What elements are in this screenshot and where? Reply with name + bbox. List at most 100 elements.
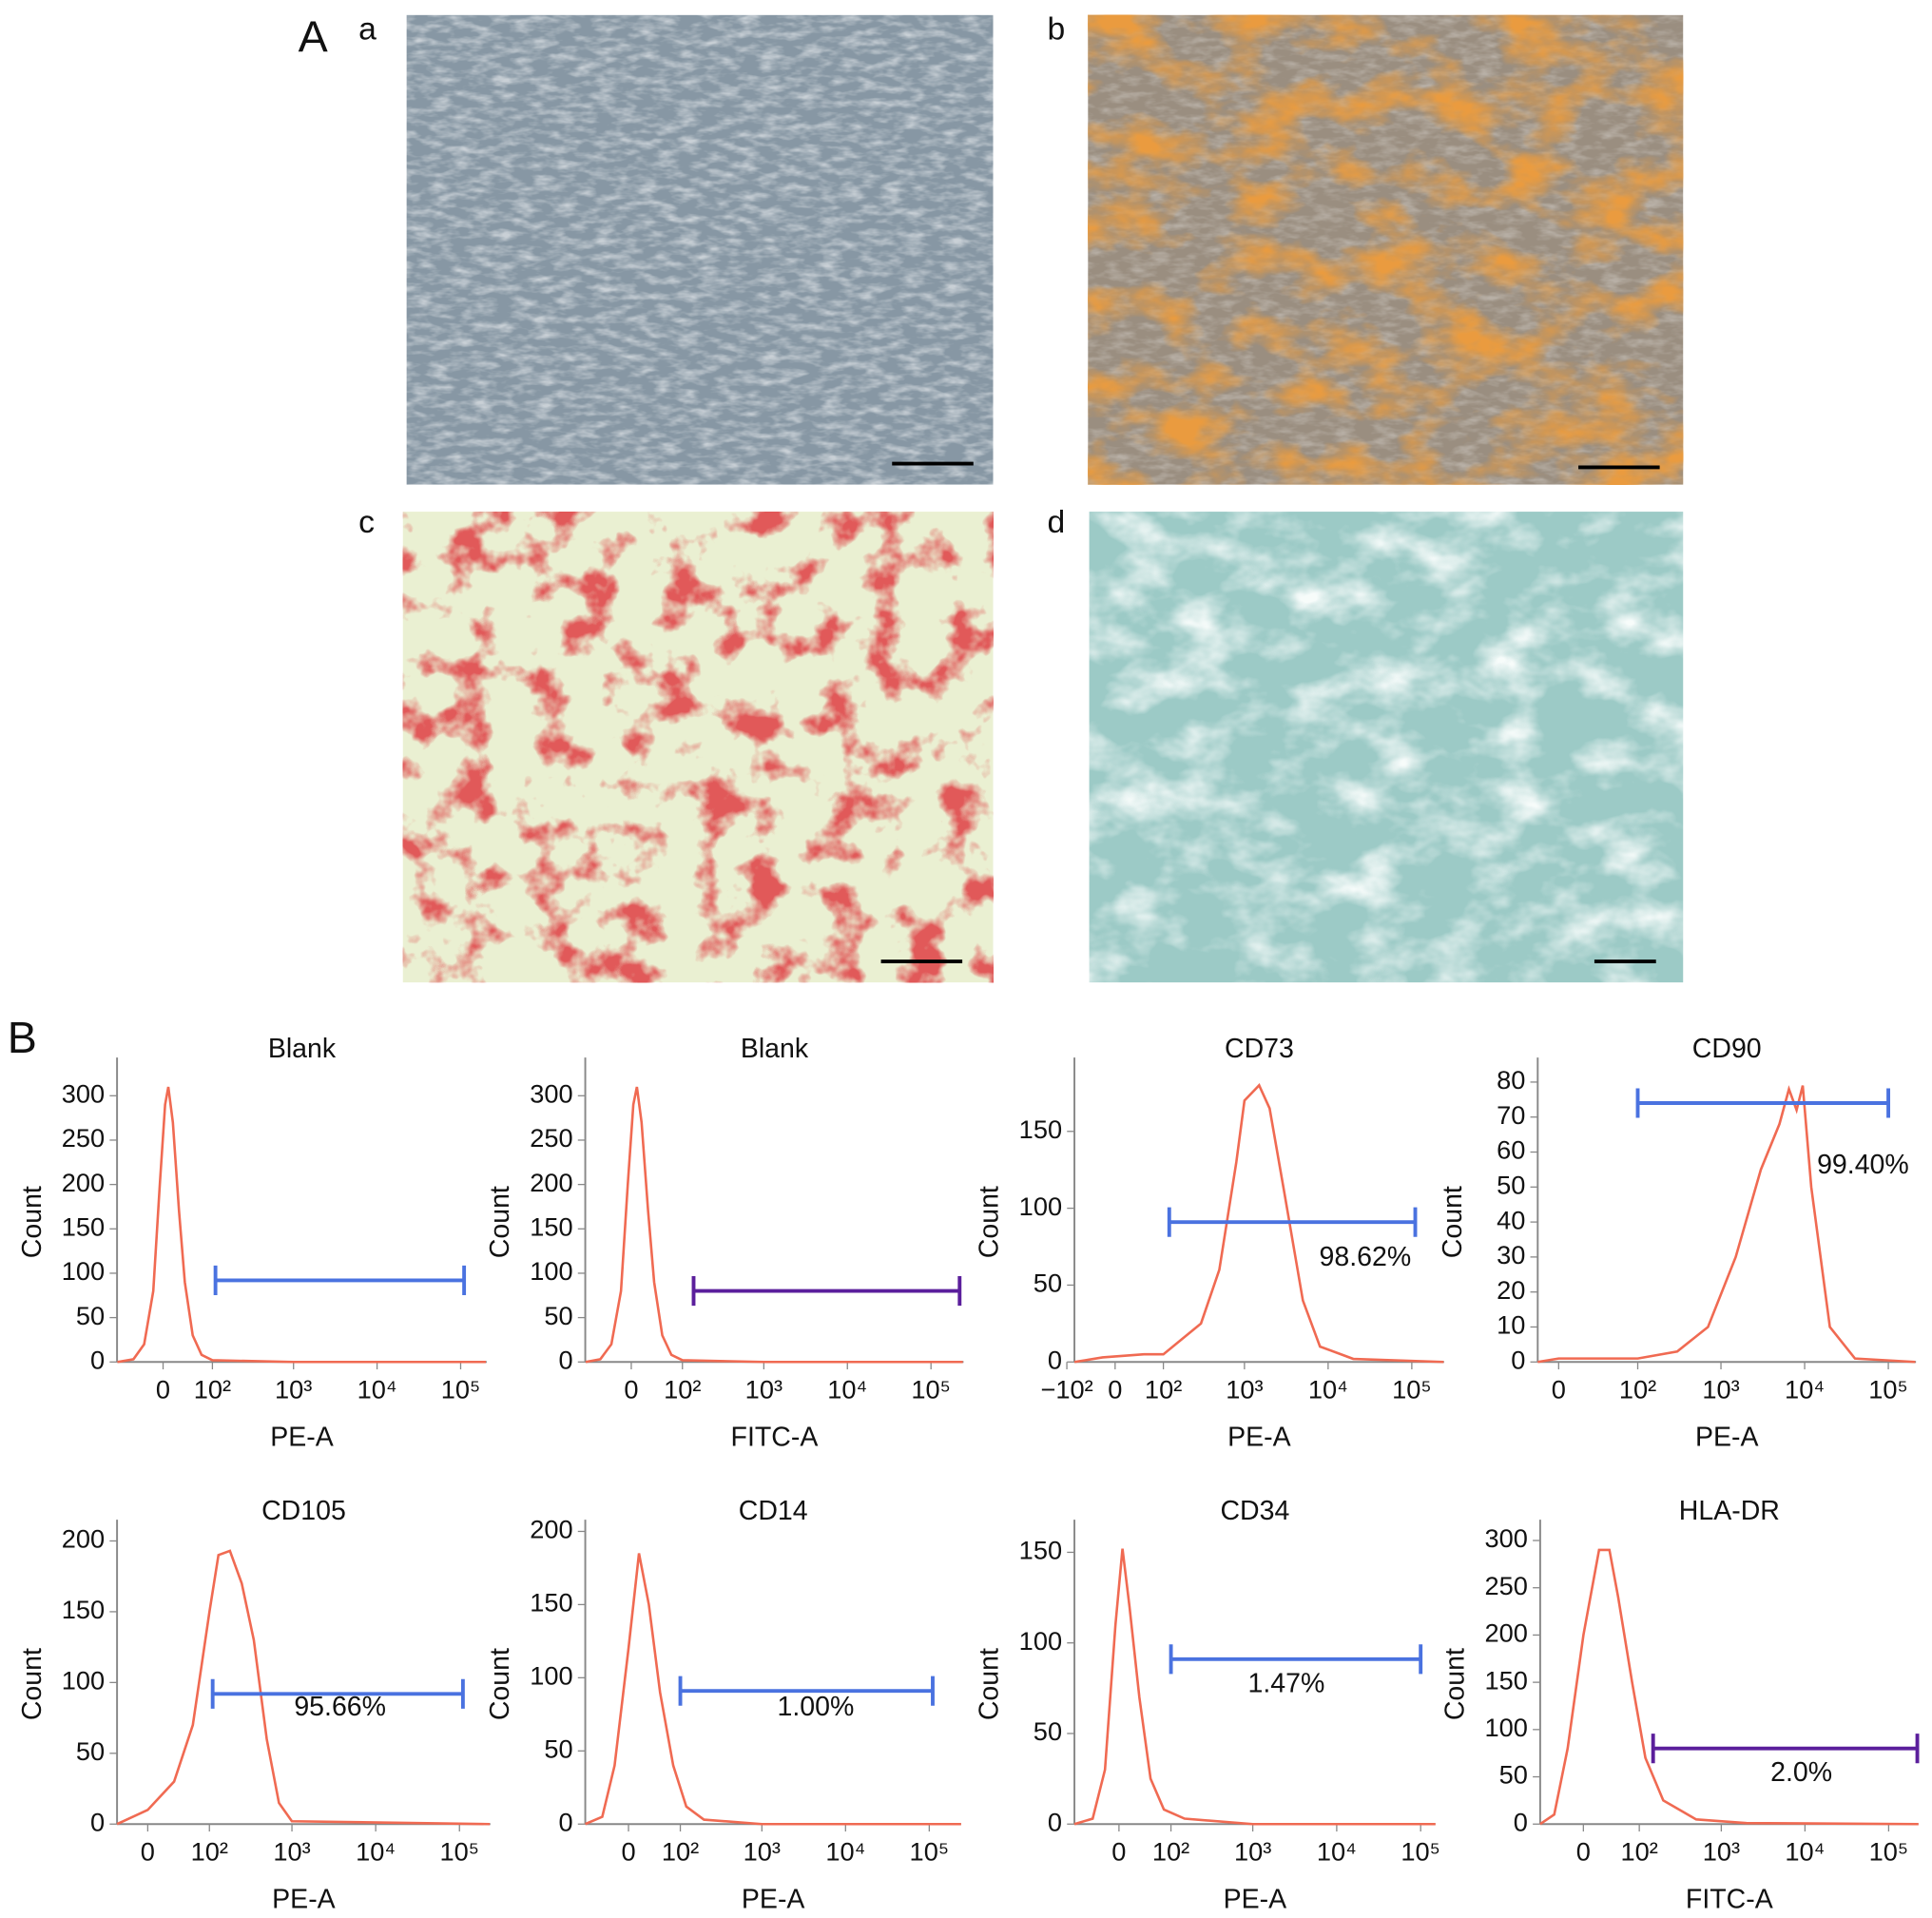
x-tick-label: 10⁵ (1401, 1837, 1440, 1867)
x-axis-label: FITC-A (731, 1422, 819, 1452)
x-tick-label: 0 (1108, 1375, 1122, 1405)
x-tick-label: 10⁵ (910, 1837, 950, 1867)
x-tick-label: 10² (1619, 1375, 1656, 1405)
x-tick-label: 10³ (275, 1375, 312, 1405)
panel-label: A (299, 12, 329, 62)
y-tick-label: 50 (1499, 1760, 1528, 1790)
x-tick-label: 10² (662, 1837, 699, 1867)
y-tick-label: 100 (62, 1256, 105, 1286)
chart-title: CD14 (739, 1496, 808, 1526)
x-tick-label: −10² (1040, 1375, 1092, 1405)
y-tick-label: 100 (1019, 1191, 1062, 1221)
x-axis-label: FITC-A (1686, 1884, 1773, 1914)
x-axis-label: PE-A (272, 1884, 336, 1914)
x-tick-label: 10⁵ (1869, 1837, 1909, 1867)
x-tick-label: 10⁴ (357, 1375, 397, 1405)
y-tick-label: 0 (90, 1807, 105, 1836)
x-tick-label: 10² (664, 1375, 701, 1405)
gate (678, 1676, 935, 1706)
image-label: c (358, 505, 375, 540)
histogram-curve (1537, 1085, 1916, 1364)
x-tick-label: 0 (156, 1375, 170, 1405)
chart-title: Blank (268, 1034, 337, 1064)
y-tick-label: 100 (1019, 1626, 1062, 1656)
y-axis-label: Count (1440, 1648, 1471, 1720)
x-axis-label: PE-A (270, 1422, 334, 1452)
x-tick-label: 10⁵ (911, 1375, 951, 1405)
y-tick-label: 150 (1019, 1536, 1062, 1565)
x-tick-label: 10² (1620, 1837, 1657, 1867)
histogram-curve (1073, 1548, 1436, 1826)
y-tick-label: 200 (1485, 1618, 1528, 1648)
y-tick-label: 250 (1485, 1571, 1528, 1600)
chart-title: CD105 (261, 1496, 346, 1526)
y-tick-label: 10 (1497, 1310, 1525, 1340)
gate (691, 1276, 962, 1307)
gate-label: 99.40% (1817, 1150, 1909, 1180)
x-tick-label: 10⁴ (1785, 1375, 1825, 1405)
texture (402, 512, 994, 983)
y-axis-label: Count (485, 1648, 515, 1720)
gate (1635, 1088, 1891, 1118)
y-tick-label: 150 (1019, 1114, 1062, 1144)
x-tick-label: 10³ (1226, 1375, 1263, 1405)
gate-label: 2.0% (1770, 1757, 1832, 1788)
x-tick-label: 10⁵ (1392, 1375, 1432, 1405)
image-label: d (1048, 505, 1066, 540)
y-tick-label: 50 (544, 1301, 572, 1330)
y-tick-label: 150 (62, 1211, 105, 1241)
y-tick-label: 200 (530, 1515, 572, 1544)
histogram-curve (116, 1549, 491, 1826)
y-tick-label: 0 (1511, 1345, 1525, 1374)
panel-label: B (8, 1013, 37, 1062)
x-tick-label: 10⁵ (1868, 1375, 1908, 1405)
image-label: a (358, 12, 377, 48)
gate (210, 1678, 465, 1709)
x-tick-label: 10⁴ (1785, 1837, 1825, 1867)
y-tick-label: 150 (1485, 1665, 1528, 1695)
y-axis-label: Count (17, 1186, 48, 1258)
y-tick-label: 0 (558, 1807, 572, 1836)
gate-label: 1.00% (777, 1692, 854, 1722)
y-tick-label: 0 (1048, 1345, 1062, 1374)
y-axis-label: Count (17, 1648, 48, 1720)
x-axis-label: PE-A (1695, 1422, 1759, 1452)
x-tick-label: 10⁴ (356, 1837, 396, 1867)
y-tick-label: 50 (1497, 1170, 1525, 1199)
x-tick-label: 10⁴ (825, 1837, 865, 1867)
x-tick-label: 10³ (745, 1375, 782, 1405)
histogram-curve (1073, 1083, 1444, 1364)
x-tick-label: 0 (1111, 1837, 1126, 1867)
chart-title: Blank (741, 1034, 809, 1064)
chart-title: HLA-DR (1679, 1496, 1780, 1526)
image-label: b (1048, 12, 1066, 48)
y-tick-label: 50 (544, 1734, 572, 1763)
y-tick-label: 0 (1514, 1807, 1528, 1836)
x-tick-label: 10³ (744, 1837, 781, 1867)
y-tick-label: 200 (62, 1524, 105, 1554)
gate-label: 1.47% (1248, 1669, 1325, 1699)
x-tick-label: 10² (194, 1375, 231, 1405)
x-tick-label: 0 (621, 1837, 635, 1867)
x-tick-label: 10² (1145, 1375, 1182, 1405)
y-tick-label: 50 (1034, 1269, 1062, 1298)
histogram-curve (585, 1086, 963, 1364)
gate-label: 95.66% (294, 1692, 386, 1722)
gate (1167, 1207, 1418, 1237)
x-tick-label: 0 (624, 1375, 638, 1405)
x-axis-label: PE-A (1227, 1422, 1291, 1452)
x-tick-label: 10⁴ (1317, 1837, 1357, 1867)
y-tick-label: 40 (1497, 1205, 1525, 1234)
chart-title: CD73 (1225, 1034, 1294, 1064)
y-tick-label: 0 (558, 1345, 572, 1374)
x-tick-label: 10⁵ (439, 1837, 479, 1867)
y-tick-label: 200 (530, 1168, 572, 1197)
y-tick-label: 300 (62, 1078, 105, 1108)
y-tick-label: 250 (530, 1123, 572, 1153)
texture (1088, 14, 1684, 485)
y-tick-label: 0 (1048, 1807, 1062, 1836)
y-axis-label: Count (485, 1186, 515, 1258)
y-axis-label: Count (975, 1648, 1005, 1720)
y-tick-label: 250 (62, 1123, 105, 1153)
